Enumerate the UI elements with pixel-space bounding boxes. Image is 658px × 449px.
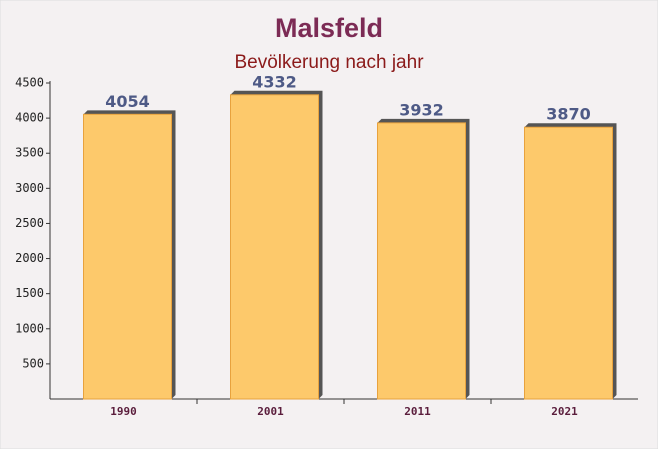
y-tick-label: 4000	[15, 111, 44, 125]
value-label: 4054	[105, 92, 150, 111]
bar	[524, 126, 613, 400]
y-tick-label: 3000	[15, 181, 44, 195]
y-tick-label: 1000	[15, 321, 44, 335]
value-label: 4332	[252, 72, 297, 91]
y-tick-label: 1500	[15, 286, 44, 300]
chart-title: Malsfeld	[275, 13, 383, 43]
x-tick-label: 1990	[110, 405, 137, 418]
value-label: 3870	[546, 105, 591, 124]
y-tick-label: 2500	[15, 216, 44, 230]
x-tick-label: 2011	[404, 405, 431, 418]
x-tick-label: 2021	[551, 405, 578, 418]
value-label: 3932	[399, 100, 444, 119]
bar	[83, 113, 172, 400]
bar	[230, 94, 319, 400]
bar	[377, 122, 466, 400]
chart-subtitle: Bevölkerung nach jahr	[234, 52, 424, 73]
y-tick-label: 2000	[15, 251, 44, 265]
y-tick-label: 4500	[15, 76, 44, 90]
x-tick-label: 2001	[257, 405, 284, 418]
y-tick-label: 3500	[15, 146, 44, 160]
y-tick-label: 500	[22, 356, 44, 370]
